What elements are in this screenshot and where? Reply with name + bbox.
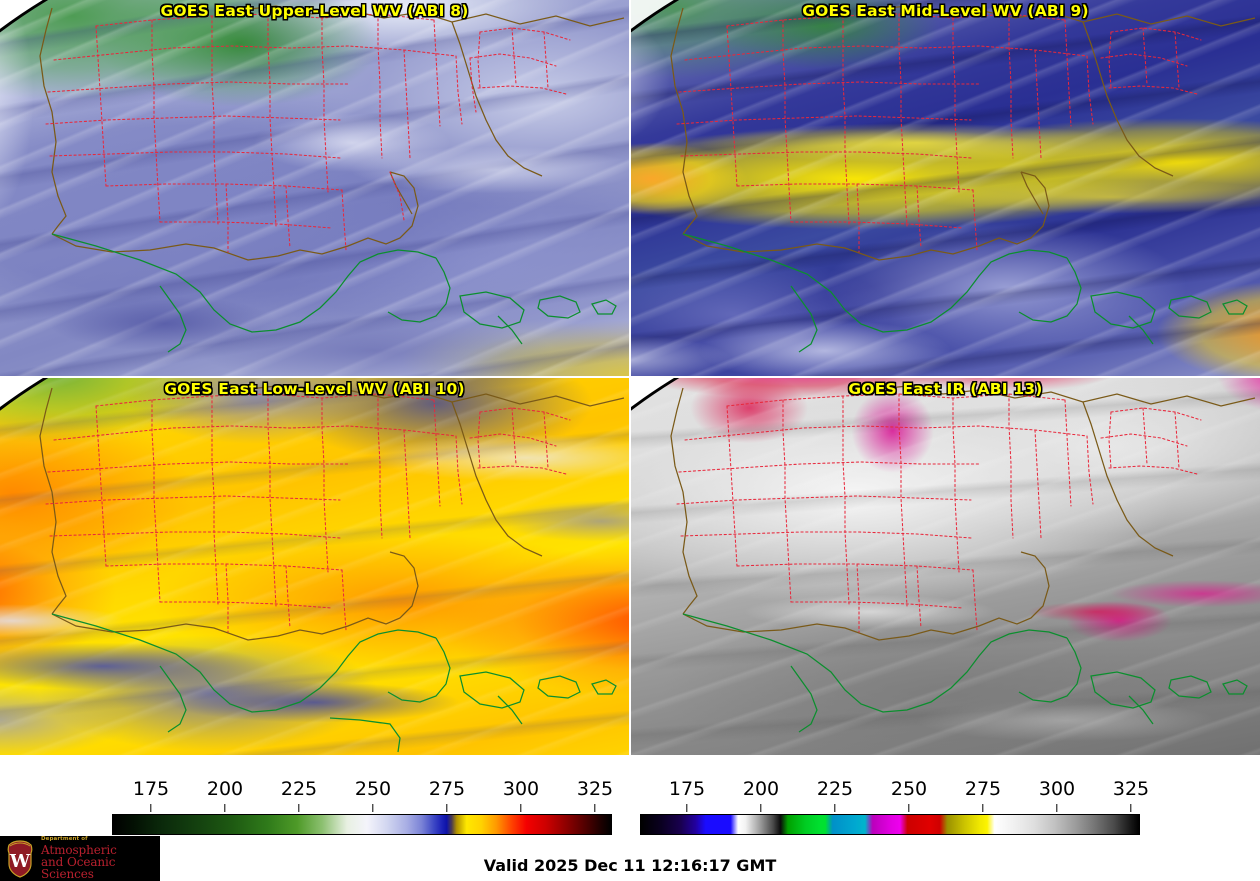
ir-colorbar-tick-labels: 175 200 225 250 275 300 325 xyxy=(630,778,1260,808)
svg-text:W: W xyxy=(9,851,31,872)
ir-tick-250: 250 xyxy=(890,778,928,800)
wv-tick-200: 200 xyxy=(206,778,244,800)
ir-colorbar-tickmarks xyxy=(630,804,1260,812)
satellite-image-abi10 xyxy=(0,378,629,755)
ir-tick-175: 175 xyxy=(668,778,706,800)
uw-aos-logo[interactable]: W Department of Atmospheric and Oceanic … xyxy=(0,836,160,881)
wv-colorbar-tickmarks xyxy=(0,804,630,812)
wv-colorbar-gradient xyxy=(112,814,612,835)
uw-crest-icon: W xyxy=(3,839,37,878)
logo-line-1: Atmospheric xyxy=(41,842,117,857)
panel-low-level-wv[interactable]: GOES East Low-Level WV (ABI 10) xyxy=(0,378,629,755)
satellite-image-abi8 xyxy=(0,0,629,376)
ir-tick-300: 300 xyxy=(1038,778,1076,800)
wv-colorbar-tick-labels: 175 200 225 250 275 300 325 xyxy=(0,778,630,808)
wv-colorbar: 175 200 225 250 275 300 325 xyxy=(0,778,630,836)
satellite-image-abi9 xyxy=(631,0,1260,376)
wv-tick-275: 275 xyxy=(428,778,466,800)
ir-tick-225: 225 xyxy=(816,778,854,800)
ir-colorbar-gradient xyxy=(640,814,1140,835)
ir-tick-325: 325 xyxy=(1112,778,1150,800)
wv-tick-175: 175 xyxy=(132,778,170,800)
satellite-image-abi13 xyxy=(631,378,1260,755)
wv-tick-300: 300 xyxy=(502,778,540,800)
ir-colorbar: 175 200 225 250 275 300 325 xyxy=(630,778,1260,836)
wv-tick-250: 250 xyxy=(354,778,392,800)
wv-tick-225: 225 xyxy=(280,778,318,800)
panel-mid-level-wv[interactable]: GOES East Mid-Level WV (ABI 9) xyxy=(631,0,1260,376)
panel-upper-level-wv[interactable]: GOES East Upper-Level WV (ABI 8) xyxy=(0,0,629,376)
logo-text-block: Department of Atmospheric and Oceanic Sc… xyxy=(41,837,160,880)
logo-line-2: and Oceanic Sciences xyxy=(41,854,116,881)
panel-infrared[interactable]: GOES East IR (ABI 13) xyxy=(631,378,1260,755)
valid-time-label: Valid 2025 Dec 11 12:16:17 GMT xyxy=(483,856,777,875)
ir-tick-200: 200 xyxy=(742,778,780,800)
ir-tick-275: 275 xyxy=(964,778,1002,800)
wv-tick-325: 325 xyxy=(576,778,614,800)
logo-department-label: Department of xyxy=(41,836,88,843)
